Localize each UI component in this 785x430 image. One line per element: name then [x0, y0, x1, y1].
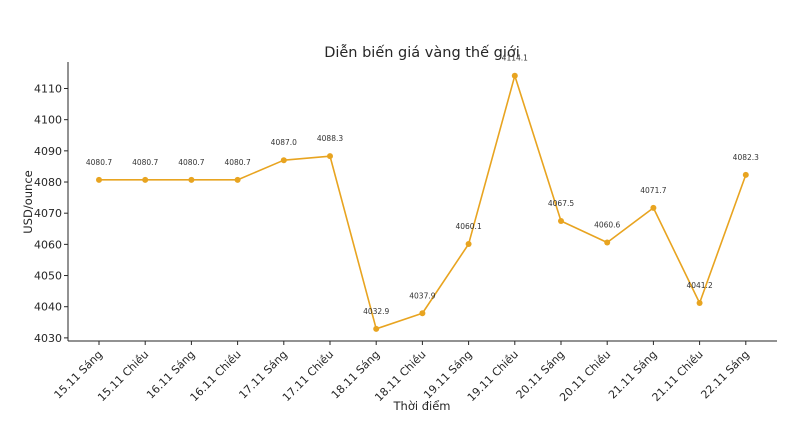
data-label: 4060.6 [594, 220, 620, 229]
data-point [327, 153, 333, 160]
data-label: 4032.9 [363, 307, 389, 316]
data-point [742, 171, 749, 178]
data-point [465, 241, 472, 248]
data-label: 4037.9 [409, 291, 435, 300]
y-tick-label: 4060 [34, 238, 62, 251]
chart-title: Diễn biến giá vàng thế giới [324, 44, 520, 61]
data-label: 4041.2 [686, 281, 712, 290]
data-label: 4080.7 [86, 158, 112, 167]
data-label: 4080.7 [178, 158, 204, 167]
data-point [558, 217, 564, 224]
data-label: 4080.7 [224, 158, 250, 167]
data-label: 4080.7 [132, 158, 158, 167]
data-label: 4067.5 [548, 199, 574, 208]
data-point [696, 299, 703, 306]
data-point [419, 310, 426, 317]
data-point [188, 176, 195, 183]
y-tick-label: 4100 [34, 114, 62, 127]
x-axis-label: Thời điểm [393, 399, 451, 413]
data-label: 4087.0 [271, 138, 297, 147]
data-point [280, 157, 287, 164]
y-tick-label: 4080 [34, 176, 62, 189]
data-point [234, 176, 241, 183]
y-tick-label: 4030 [34, 332, 62, 345]
data-point [142, 176, 149, 183]
y-ticks: 4030 4040 4050 4060 4070 4080 4090 4100 4110 [34, 82, 68, 345]
data-point [96, 176, 102, 183]
x-tick-label: 22.11 Sáng [698, 348, 752, 402]
series [96, 72, 749, 332]
y-tick-label: 4070 [34, 207, 62, 220]
data-point [604, 239, 611, 246]
y-tick-label: 4110 [34, 82, 62, 95]
y-axis-label: USD/ounce [21, 170, 35, 233]
data-point [650, 204, 657, 211]
data-label: 4082.3 [733, 153, 759, 162]
y-tick-label: 4090 [34, 145, 62, 158]
data-label: 4060.1 [455, 222, 481, 231]
data-point [511, 72, 518, 79]
data-label: 4114.1 [502, 54, 528, 63]
y-tick-label: 4040 [34, 301, 62, 314]
data-point [373, 325, 380, 332]
data-labels: 4080.7 4080.7 4080.7 4080.7 4087.0 4088.3 4032… [86, 54, 759, 316]
data-label: 4071.7 [640, 186, 666, 195]
data-label: 4088.3 [317, 134, 343, 143]
y-tick-label: 4050 [34, 270, 62, 283]
